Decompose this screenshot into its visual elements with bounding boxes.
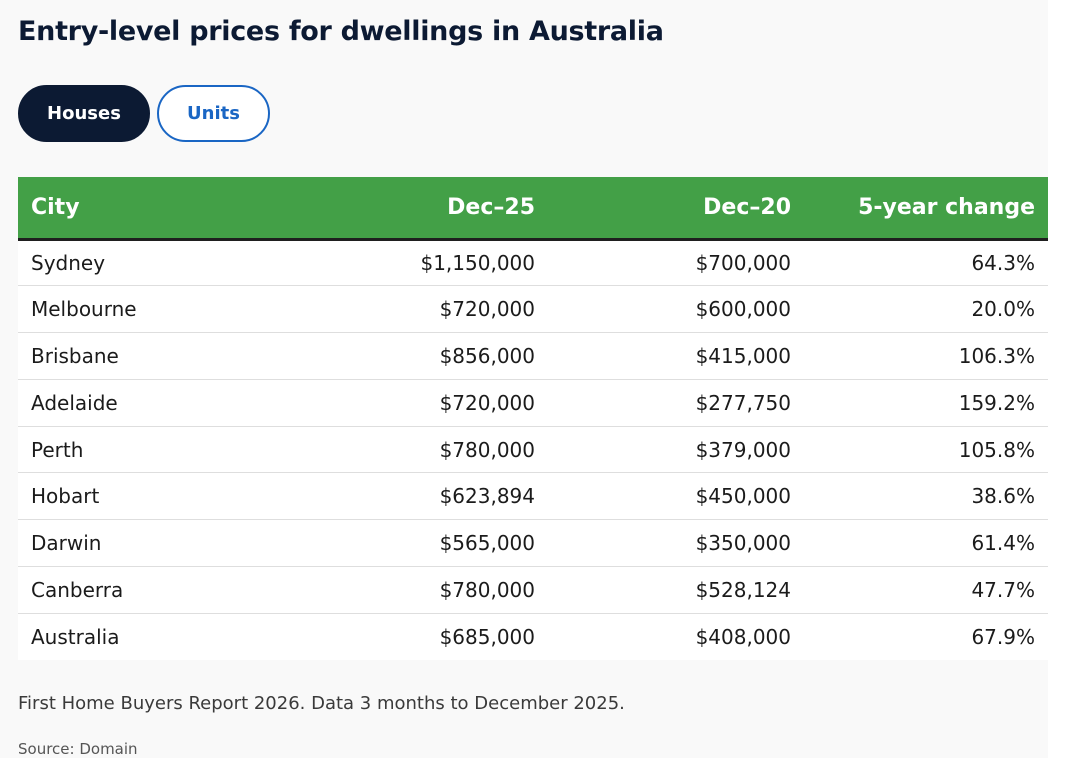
table-row: Canberra $780,000 $528,124 47.7% bbox=[18, 566, 1048, 614]
cell-dec25: $623,894 bbox=[439, 484, 535, 509]
cell-city: Hobart bbox=[31, 484, 100, 509]
table-body: Sydney $1,150,000 $700,000 64.3% Melbourne $7… bbox=[18, 239, 1048, 661]
cell-5-year-change: 159.2% bbox=[958, 390, 1035, 415]
cell-dec25: $780,000 bbox=[439, 437, 535, 462]
header-dec25: Dec–25 bbox=[288, 177, 548, 241]
cell-city: Sydney bbox=[31, 250, 106, 275]
cell-dec25: $780,000 bbox=[439, 577, 535, 602]
table-row: Darwin $565,000 $350,000 61.4% bbox=[18, 519, 1048, 567]
table-row: Australia $685,000 $408,000 67.9% bbox=[18, 613, 1048, 661]
cell-city: Perth bbox=[31, 437, 84, 462]
cell-city: Adelaide bbox=[31, 390, 118, 415]
table-row: Hobart $623,894 $450,000 38.6% bbox=[18, 472, 1048, 520]
cell-5-year-change: 20.0% bbox=[971, 297, 1035, 322]
cell-dec25: $720,000 bbox=[439, 390, 535, 415]
source-credit: Source: Domain bbox=[18, 740, 138, 758]
table-row: Perth $780,000 $379,000 105.8% bbox=[18, 426, 1048, 473]
table-row: Adelaide $720,000 $277,750 159.2% bbox=[18, 379, 1048, 427]
cell-dec25: $720,000 bbox=[439, 297, 535, 322]
cell-5-year-change: 38.6% bbox=[971, 484, 1035, 509]
cell-dec20: $700,000 bbox=[695, 250, 791, 275]
page-title: Entry-level prices for dwellings in Aust… bbox=[18, 16, 664, 47]
cell-dec20: $415,000 bbox=[695, 343, 791, 368]
cell-dec25: $565,000 bbox=[439, 531, 535, 556]
cell-dec20: $600,000 bbox=[695, 297, 791, 322]
price-table: City Dec–25 Dec–20 5-year change Sydney $… bbox=[18, 177, 1048, 661]
table-row: Melbourne $720,000 $600,000 20.0% bbox=[18, 285, 1048, 333]
houses-toggle-button[interactable]: Houses bbox=[18, 85, 150, 142]
cell-city: Canberra bbox=[31, 577, 124, 602]
units-toggle-button[interactable]: Units bbox=[157, 85, 270, 142]
table-header: City Dec–25 Dec–20 5-year change bbox=[18, 177, 1048, 241]
cell-city: Melbourne bbox=[31, 297, 137, 322]
cell-dec20: $379,000 bbox=[695, 437, 791, 462]
report-note: First Home Buyers Report 2026. Data 3 mo… bbox=[18, 693, 625, 714]
header-city: City bbox=[18, 177, 288, 241]
cell-dec20: $350,000 bbox=[695, 531, 791, 556]
cell-5-year-change: 106.3% bbox=[958, 343, 1035, 368]
table-row: Brisbane $856,000 $415,000 106.3% bbox=[18, 332, 1048, 380]
header-5-year-change: 5-year change bbox=[804, 177, 1048, 241]
cell-dec25: $856,000 bbox=[439, 343, 535, 368]
cell-5-year-change: 64.3% bbox=[971, 250, 1035, 275]
cell-city: Brisbane bbox=[31, 343, 119, 368]
cell-5-year-change: 61.4% bbox=[971, 531, 1035, 556]
table-header-row: City Dec–25 Dec–20 5-year change bbox=[18, 177, 1048, 241]
chart-card: Entry-level prices for dwellings in Aust… bbox=[18, 16, 1048, 758]
cell-5-year-change: 105.8% bbox=[958, 437, 1035, 462]
cell-dec25: $685,000 bbox=[439, 625, 535, 650]
cell-5-year-change: 47.7% bbox=[971, 577, 1035, 602]
table-row: Sydney $1,150,000 $700,000 64.3% bbox=[18, 239, 1048, 286]
cell-dec20: $450,000 bbox=[695, 484, 791, 509]
cell-5-year-change: 67.9% bbox=[971, 625, 1035, 650]
header-dec20: Dec–20 bbox=[548, 177, 804, 241]
cell-dec20: $528,124 bbox=[695, 577, 791, 602]
cell-city: Australia bbox=[31, 625, 120, 650]
cell-dec20: $277,750 bbox=[695, 390, 791, 415]
cell-city: Darwin bbox=[31, 531, 102, 556]
cell-dec20: $408,000 bbox=[695, 625, 791, 650]
cell-dec25: $1,150,000 bbox=[420, 250, 535, 275]
